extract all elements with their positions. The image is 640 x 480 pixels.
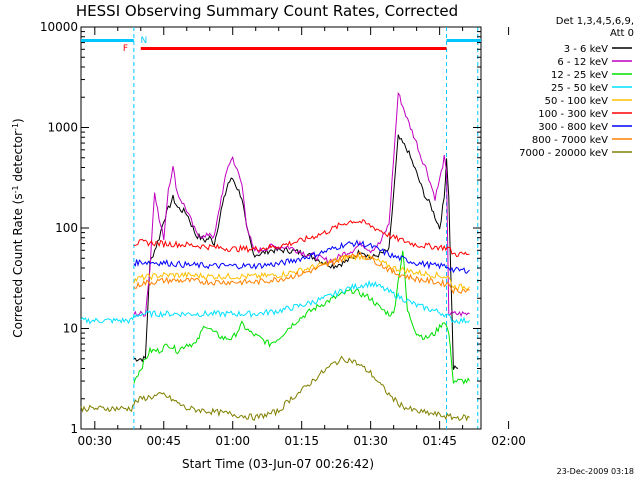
series-line xyxy=(133,251,470,295)
series-line xyxy=(80,279,470,325)
legend-entry-label: 800 - 7000 keV xyxy=(532,135,608,146)
flag-label: N xyxy=(140,36,147,46)
y-tick-label: 10000 xyxy=(40,20,78,34)
chart-title: HESSI Observing Summary Count Rates, Cor… xyxy=(76,2,458,20)
plot-frame xyxy=(80,26,482,430)
x-tick-label: 01:45 xyxy=(422,434,457,448)
legend-entry-label: 7000 - 20000 keV xyxy=(519,148,608,159)
x-tick-label: 00:30 xyxy=(77,434,112,448)
legend-header: Att 0 xyxy=(610,28,634,39)
x-axis-label: Start Time (03-Jun-07 00:26:42) xyxy=(182,457,374,471)
legend-entry-label: 12 - 25 keV xyxy=(551,70,608,81)
y-tick-label: 1000 xyxy=(47,121,78,135)
y-axis-label-part: detector xyxy=(11,131,25,186)
y-axis-label: Corrected Count Rate (s-1 detector-1) xyxy=(11,118,26,337)
y-axis-label-part: ) xyxy=(11,118,25,123)
y-axis-label-part: -1 xyxy=(11,123,20,131)
night-bar xyxy=(446,39,481,42)
x-tick-label: 01:15 xyxy=(284,434,319,448)
flag-label: F xyxy=(123,44,128,54)
y-tick-label: 100 xyxy=(55,221,78,235)
legend-header: Det 1,3,4,5,6,9, xyxy=(556,16,634,27)
series-line xyxy=(133,91,470,318)
legend-entry-label: 3 - 6 keV xyxy=(564,44,608,55)
footer-timestamp: 23-Dec-2009 03:18 xyxy=(557,467,634,476)
series-line xyxy=(133,253,470,291)
series-line xyxy=(80,355,470,422)
x-tick-label: 00:45 xyxy=(146,434,181,448)
legend-entry-label: 6 - 12 keV xyxy=(557,57,608,68)
y-tick-label: 1 xyxy=(70,422,78,436)
legend-entry-label: 50 - 100 keV xyxy=(545,96,609,107)
y-axis-label-part: Corrected Count Rate (s xyxy=(11,193,25,337)
x-tick-label: 02:00 xyxy=(491,434,526,448)
flare-bar xyxy=(140,47,447,50)
night-bar xyxy=(81,39,134,42)
series-line xyxy=(133,250,470,385)
series-line xyxy=(133,239,470,274)
y-axis-label-part: -1 xyxy=(11,185,20,193)
legend-entry-label: 100 - 300 keV xyxy=(538,109,608,120)
legend-entry-label: 300 - 800 keV xyxy=(538,122,608,133)
x-tick-label: 01:30 xyxy=(353,434,388,448)
series-line xyxy=(133,218,470,258)
x-tick-label: 01:00 xyxy=(215,434,250,448)
y-tick-label: 10 xyxy=(63,322,78,336)
legend-entry-label: 25 - 50 keV xyxy=(551,83,608,94)
